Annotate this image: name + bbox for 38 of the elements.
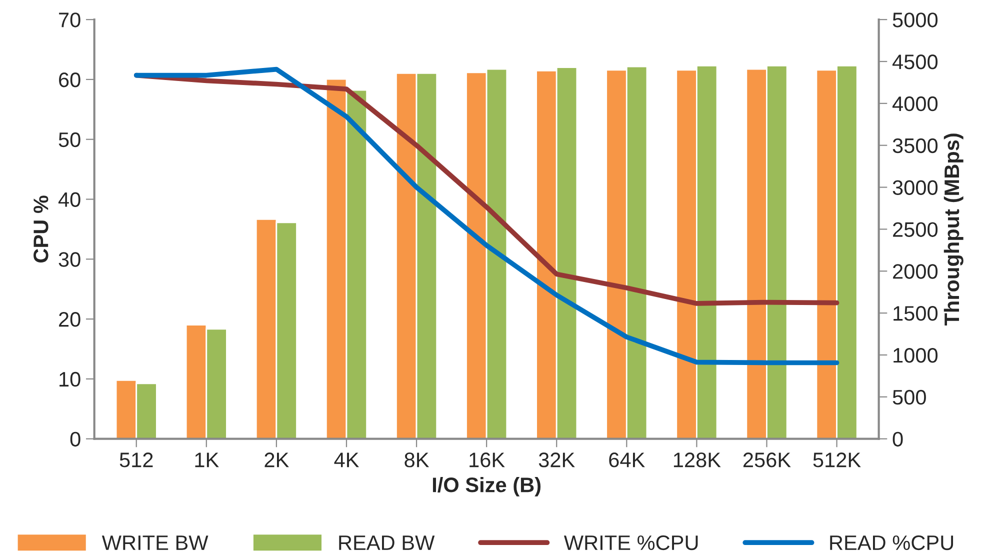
x-tick-label: 32K bbox=[538, 452, 575, 468]
x-tick-label: 8K bbox=[404, 452, 430, 468]
y-tick-label: 30 bbox=[58, 252, 80, 267]
y-tick-label: 50 bbox=[58, 132, 80, 148]
x-tick-label: 256K bbox=[743, 452, 791, 468]
x-tick-label: 128K bbox=[674, 452, 721, 468]
x-tick-label: 512K bbox=[813, 452, 861, 468]
x-axis-title: I/O Size (B) bbox=[432, 476, 541, 496]
y-tick-label: 60 bbox=[59, 72, 80, 88]
y-tick-label: 70 bbox=[59, 12, 80, 28]
y2-tick-label: 3000 bbox=[892, 180, 938, 196]
y2-tick-label: 0 bbox=[892, 432, 903, 447]
legend-label: READ BW bbox=[339, 536, 435, 550]
y2-tick-label: 1000 bbox=[894, 348, 938, 363]
x-tick-label: 64K bbox=[609, 452, 645, 468]
y-tick-label: 20 bbox=[59, 312, 80, 327]
y-tick-label: 10 bbox=[60, 372, 80, 387]
y2-tick-label: 1500 bbox=[894, 306, 938, 321]
legend-label: READ %CPU bbox=[830, 535, 954, 550]
x-tick-label: 512 bbox=[120, 452, 153, 468]
x-tick-label: 2K bbox=[264, 452, 289, 468]
y2-tick-label: 3500 bbox=[892, 138, 938, 154]
legend-label: WRITE BW bbox=[102, 536, 208, 550]
x-tick-label: 1K bbox=[195, 452, 219, 468]
legend-label: WRITE %CPU bbox=[564, 535, 698, 550]
y2-tick-label: 500 bbox=[892, 390, 926, 405]
x-tick-label: 4K bbox=[334, 452, 359, 468]
x-tick-label: 16K bbox=[470, 452, 505, 468]
y2-tick-label: 4000 bbox=[892, 96, 938, 112]
y-tick-label: 40 bbox=[58, 192, 80, 207]
line-series bbox=[134, 66, 840, 366]
y-tick-label: 0 bbox=[70, 432, 80, 447]
y2-tick-label: 4500 bbox=[892, 54, 938, 70]
y2-tick-label: 5000 bbox=[892, 12, 938, 28]
y-axis-title: CPU % bbox=[34, 196, 48, 262]
y2-axis-title: Throughput (MBps) bbox=[944, 134, 964, 326]
y2-tick-label: 2000 bbox=[893, 264, 938, 279]
y2-tick-label: 2500 bbox=[893, 222, 938, 237]
